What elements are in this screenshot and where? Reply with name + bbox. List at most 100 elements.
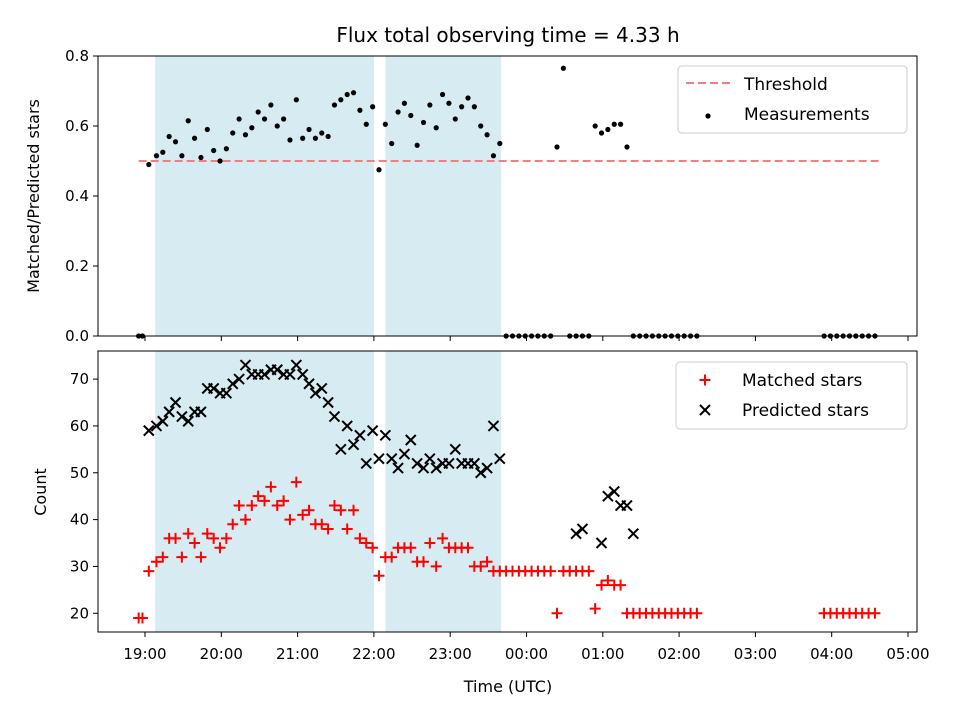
predicted-star-point [233,373,245,385]
x-tick-label: 22:00 [352,645,395,663]
x-tick-label: 20:00 [200,645,243,663]
measurement-point [160,149,166,155]
matched-star-point [367,542,379,554]
matched-star-point [348,504,360,516]
shaded-interval [155,351,374,632]
matched-star-point [143,565,155,577]
predicted-star-point [163,406,175,418]
predicted-star-point [430,462,442,474]
measurement-point [382,121,388,127]
top-y-axis-label: Matched/Predicted stars [24,99,43,293]
matched-star-point [201,528,213,540]
measurement-point [306,126,312,133]
matched-star-point [386,551,398,563]
measurement-point [185,118,191,124]
predicted-star-point [449,443,461,456]
matched-star-point [405,542,417,554]
matched-star-point [417,556,429,568]
x-axis-label: Time (UTC) [463,677,552,696]
measurement-point [274,123,280,129]
matched-star-point [545,565,557,577]
measurement-point [592,123,598,129]
predicted-star-point [303,378,315,390]
matched-star-point [136,612,148,624]
matched-star-point [354,532,366,544]
measurement-point [255,109,261,115]
matched-star-point [150,556,162,568]
matched-star-point [170,532,182,544]
predicted-star-point [239,359,252,371]
matched-star-point [297,509,309,521]
matched-star-point [691,607,703,619]
matched-star-point [589,603,601,615]
y-tick-label: 0.4 [65,187,89,205]
measurement-point [166,133,172,140]
legend-threshold-label: Threshold [743,75,828,95]
legend-matched-label: Matched stars [742,371,862,391]
predicted-star-point [309,387,322,399]
bottom-panel: 20 30 40 50 60 70 19:00 20:00 21:00 22:00 23:00 00:… [70,350,930,663]
predicted-star-point [392,462,404,474]
measurement-point [452,116,458,122]
bottom-legend: Matched stars Predicted stars [675,361,908,430]
predicted-star-point [316,382,328,395]
predicted-star-point [385,453,398,465]
matched-star-point [265,481,277,493]
matched-star-point [462,542,474,554]
x-tick-label: 04:00 [810,645,853,663]
top-panel: 0.0 0.2 0.4 0.6 0.8 Threshold Measurements [65,47,918,345]
measurement-point [484,132,490,138]
measurement-point [153,153,160,159]
predicted-star-point [335,443,347,456]
matched-star-point [335,504,347,516]
matched-star-point [481,556,493,568]
measurement-point [439,91,446,98]
predicted-star-point [405,434,417,446]
matched-star-point [227,518,239,530]
predicted-star-point [602,490,614,502]
measurement-point [319,130,325,136]
y-tick-label: 0.8 [65,47,89,65]
measurement-point [420,119,427,126]
legend-measurements-label: Measurements [744,105,870,125]
measurement-point [497,140,503,147]
measurement-point [408,112,414,119]
y-tick-label: 0.0 [65,327,89,345]
x-tick-label: 02:00 [657,645,700,663]
measurement-point [357,107,363,113]
matched-star-point [239,514,251,526]
measurement-point [598,130,605,136]
predicted-star-point [341,420,353,432]
legend-matched-swatch [699,374,711,386]
predicted-star-point [424,453,436,465]
measurement-point [471,104,477,110]
measurement-point [242,132,249,138]
x-tick-label: 00:00 [505,645,548,663]
measurement-point [325,133,331,140]
x-tick-label: 21:00 [276,645,319,663]
measurement-point [624,144,630,150]
measurement-point [211,147,217,154]
predicted-star-point [570,527,582,540]
y-tick-label: 20 [70,604,89,622]
y-tick-label: 0.6 [65,117,89,135]
y-tick-label: 0.2 [65,257,89,275]
legend-predicted-label: Predicted stars [742,401,869,421]
predicted-star-point [621,499,633,512]
matched-star-point [259,495,271,507]
shaded-interval [155,56,374,336]
matched-star-point [278,495,290,507]
predicted-star-point [157,415,169,427]
predicted-star-point [595,537,608,549]
predicted-star-point [398,448,411,460]
y-tick-label: 70 [70,370,89,388]
measurement-point [370,104,376,110]
measurement-point [414,142,420,148]
top-legend-box [677,65,908,134]
predicted-star-point [354,429,366,442]
measurement-point [338,97,344,103]
predicted-star-point [608,485,620,498]
matched-star-point [195,551,207,563]
predicted-star-point [322,396,334,409]
measurement-point [350,90,357,96]
